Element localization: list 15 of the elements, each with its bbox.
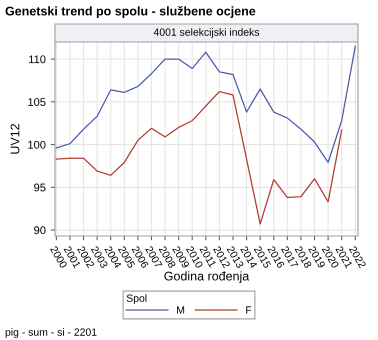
chart-title: Genetski trend po spolu - službene ocjene [6, 6, 256, 18]
legend-label: F [246, 306, 252, 314]
y-tick-label: 100 [28, 140, 46, 149]
line-series [56, 46, 356, 164]
text: pig - sum - si - 2201 [6, 328, 97, 338]
legend-label: M [177, 306, 184, 314]
y-tick-label: 105 [28, 98, 46, 106]
x-axis-title: Godina rođenja [164, 271, 250, 283]
legend-title: Spol [126, 294, 146, 304]
y-axis-title: UV12 [10, 124, 20, 154]
y-tick-label: 110 [29, 55, 46, 64]
y-tick-label: 90 [34, 226, 46, 234]
chart-subtitle: 4001 selekcijski indeks [154, 28, 260, 38]
line-series [56, 90, 342, 225]
y-tick-label: 95 [34, 184, 46, 192]
